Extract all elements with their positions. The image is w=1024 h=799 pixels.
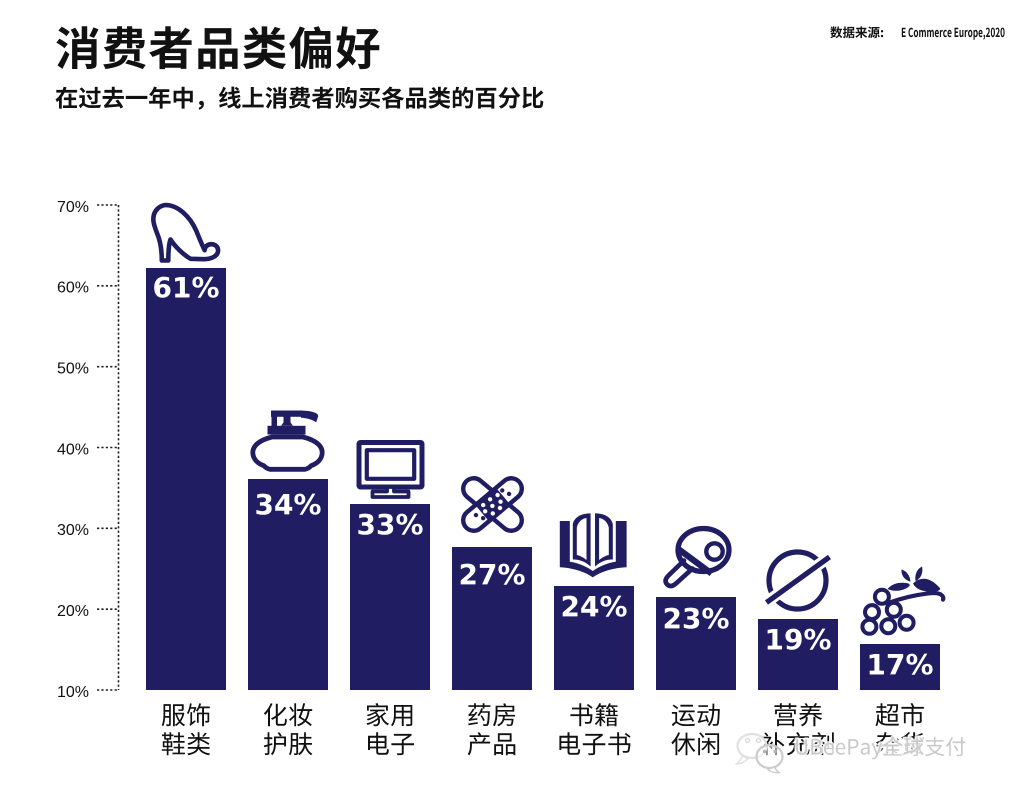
svg-text:40%: 40%: [57, 441, 89, 458]
svg-text:30%: 30%: [57, 522, 89, 539]
svg-text:50%: 50%: [57, 361, 89, 378]
svg-text:70%: 70%: [57, 199, 89, 216]
svg-text:10%: 10%: [57, 684, 89, 701]
svg-text:20%: 20%: [57, 603, 89, 620]
svg-text:60%: 60%: [57, 280, 89, 297]
